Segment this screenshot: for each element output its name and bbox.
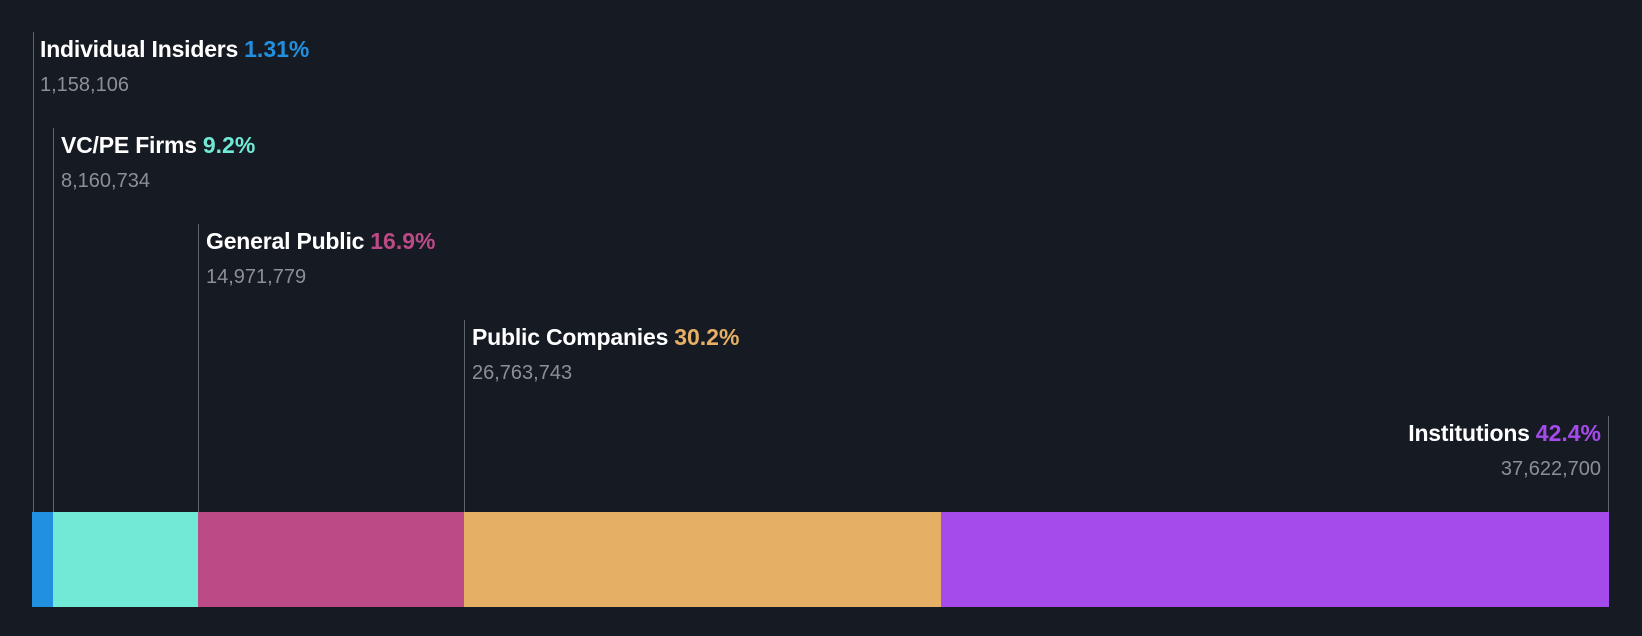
category-name: Institutions [1408,420,1530,446]
share-count: 8,160,734 [61,170,150,192]
percentage: 30.2% [674,324,740,350]
share-count: 1,158,106 [40,74,129,96]
marker-line-public-companies [464,320,465,512]
marker-line-general-public [198,224,199,512]
marker-line-institutions [1608,416,1609,512]
share-count: 37,622,700 [1500,458,1601,480]
label-public-companies: Public Companies 30.2% 26,763,743 [472,324,739,385]
label-vcpe-firms: VC/PE Firms 9.2% 8,160,734 [61,132,255,193]
bar-segment-public-companies [464,512,941,607]
label-individual-insiders: Individual Insiders 1.31% 1,158,106 [40,36,309,97]
marker-line-individual-insiders [33,32,34,512]
bar-segment-institutions [941,512,1609,607]
percentage: 9.2% [202,132,256,158]
category-name: VC/PE Firms [61,132,197,158]
percentage: 42.4% [1535,420,1601,446]
marker-line-vcpe-firms [53,128,54,512]
share-count: 14,971,779 [206,266,307,288]
category-name: Public Companies [472,324,669,350]
share-count: 26,763,743 [472,362,573,384]
bar-segment-individual-insiders [32,512,53,607]
bar-segment-general-public [198,512,464,607]
label-institutions: Institutions 42.4% 37,622,700 [1408,420,1601,481]
percentage: 16.9% [370,228,436,254]
category-name: General Public [206,228,365,254]
category-name: Individual Insiders [40,36,239,62]
label-general-public: General Public 16.9% 14,971,779 [206,228,435,289]
percentage: 1.31% [244,36,310,62]
bar-segment-vcpe-firms [53,512,198,607]
